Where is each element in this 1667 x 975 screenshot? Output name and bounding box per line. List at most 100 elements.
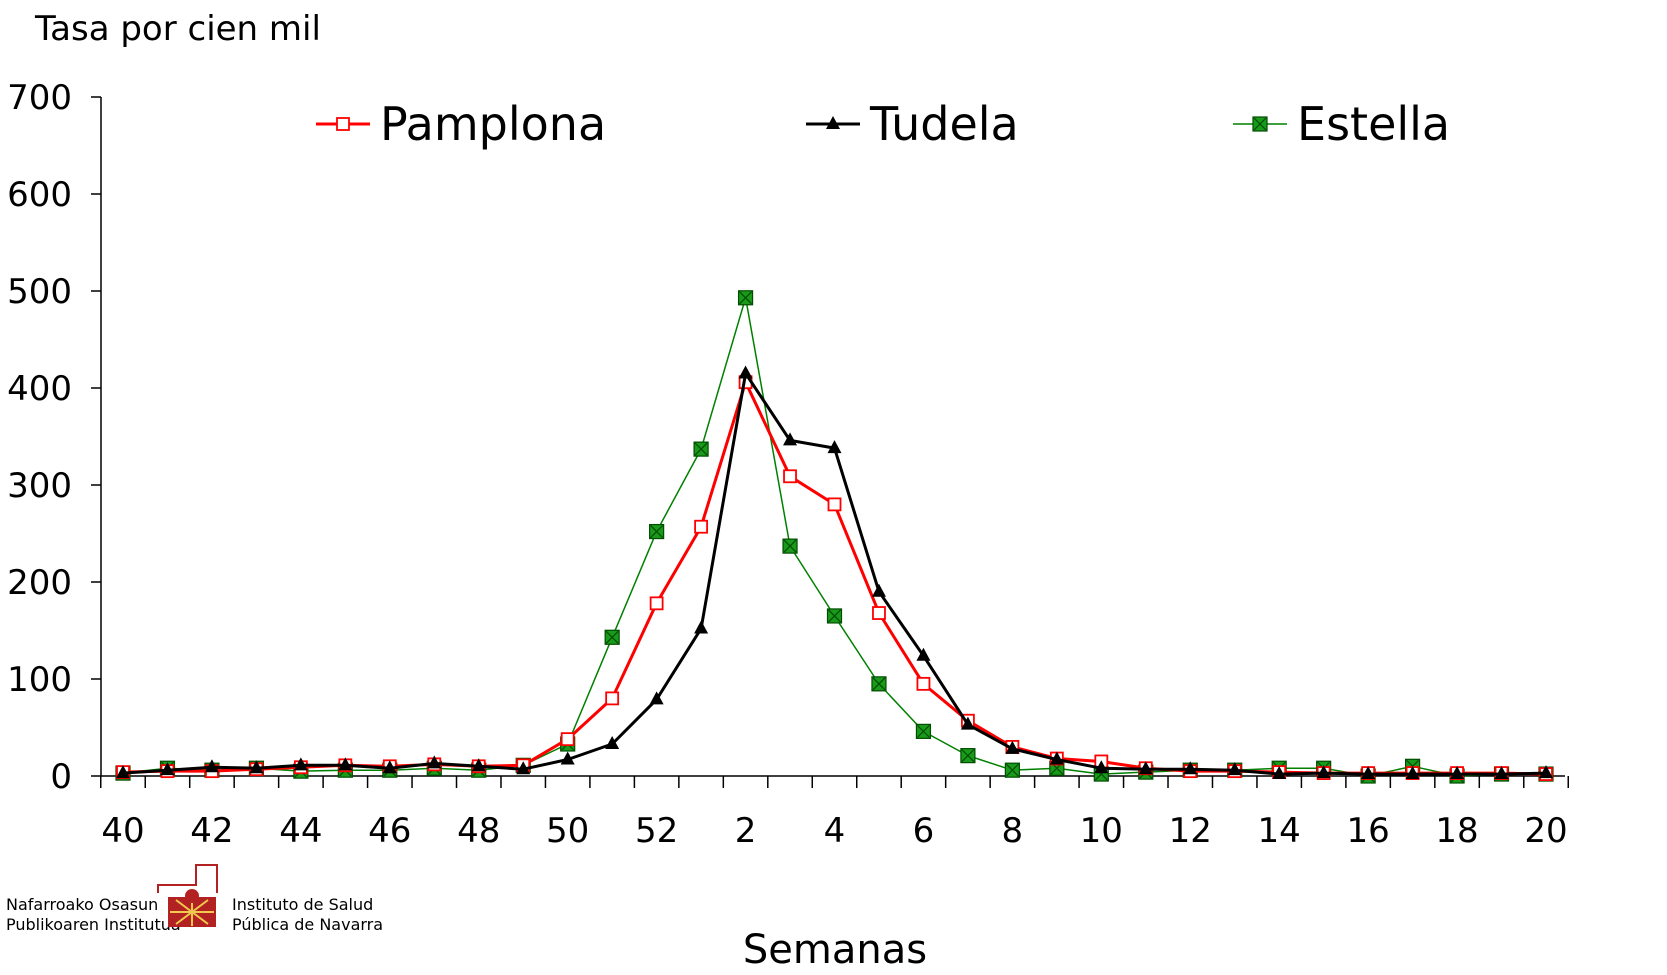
y-tick-label: 300 bbox=[7, 466, 72, 506]
data-point-tudela bbox=[160, 762, 175, 776]
y-axis-title: Tasa por cien mil bbox=[34, 9, 321, 49]
legend-item-estella: Estella bbox=[1233, 97, 1450, 151]
data-point-tudela bbox=[1138, 761, 1153, 775]
marker-cross bbox=[828, 609, 841, 623]
marker-cross bbox=[605, 630, 619, 644]
legend-marker bbox=[826, 116, 840, 129]
data-point-estella bbox=[915, 723, 932, 739]
data-point-tudela bbox=[293, 757, 308, 771]
data-point-tudela bbox=[1539, 765, 1553, 779]
x-tick-label: 10 bbox=[1080, 811, 1123, 851]
x-tick-label: 6 bbox=[913, 811, 935, 851]
marker-cross bbox=[1005, 763, 1019, 777]
x-ticks: 40 42 44 46 48 50 52 2 4 6 8 10 12 14 16 18 20 bbox=[100, 776, 1569, 851]
data-point-tudela bbox=[560, 751, 575, 765]
data-point-tudela bbox=[1494, 766, 1509, 780]
data-point-tudela bbox=[605, 735, 620, 749]
x-tick-label: 48 bbox=[457, 811, 500, 851]
data-point-tudela bbox=[516, 761, 531, 775]
data-point-tudela bbox=[471, 758, 486, 772]
data-point-tudela bbox=[1005, 740, 1020, 754]
x-tick-label: 4 bbox=[824, 811, 846, 851]
legend-label: Estella bbox=[1297, 97, 1450, 151]
logo-text-left-line1: Nafarroako Osasun bbox=[6, 895, 158, 914]
data-point-tudela bbox=[960, 716, 975, 730]
series-line-tudela bbox=[122, 371, 1547, 776]
legend-label: Tudela bbox=[869, 97, 1019, 151]
series-pamplona bbox=[116, 375, 1553, 781]
data-point-tudela bbox=[694, 620, 709, 634]
data-point-tudela bbox=[1094, 760, 1109, 774]
series-estella bbox=[115, 290, 1554, 784]
data-point-tudela bbox=[382, 760, 397, 774]
marker-cross bbox=[1253, 117, 1267, 131]
data-point-pamplona bbox=[694, 519, 708, 534]
data-point-tudela bbox=[1450, 766, 1465, 780]
data-point-tudela bbox=[116, 765, 130, 779]
data-point-tudela bbox=[1183, 761, 1198, 775]
data-point-tudela bbox=[204, 759, 219, 773]
logo-text-right-line2: Pública de Navarra bbox=[232, 915, 383, 934]
data-point-estella bbox=[693, 441, 709, 457]
data-point-tudela bbox=[783, 432, 798, 446]
x-tick-label: 50 bbox=[546, 811, 589, 851]
legend: Pamplona Tudela Estella bbox=[316, 97, 1450, 151]
marker-cross bbox=[650, 525, 664, 538]
x-tick-label: 40 bbox=[101, 811, 144, 851]
data-point-tudela bbox=[427, 755, 442, 769]
data-point-tudela bbox=[916, 647, 931, 661]
series-line-estella bbox=[122, 297, 1546, 777]
x-tick-label: 14 bbox=[1258, 811, 1301, 851]
marker-cross bbox=[783, 539, 797, 553]
y-tick-label: 500 bbox=[7, 272, 72, 312]
data-point-pamplona bbox=[605, 691, 620, 706]
data-point-estella bbox=[737, 290, 754, 306]
logo-frame-icon bbox=[157, 864, 218, 893]
data-point-tudela bbox=[649, 691, 664, 705]
data-point-tudela bbox=[1316, 765, 1331, 779]
marker-cross bbox=[961, 749, 975, 763]
x-axis-title: Semanas bbox=[743, 927, 927, 973]
data-point-tudela bbox=[249, 760, 264, 774]
x-tick-label: 8 bbox=[1002, 811, 1024, 851]
x-tick-label: 46 bbox=[368, 811, 411, 851]
data-point-pamplona bbox=[872, 606, 886, 620]
y-tick-label: 100 bbox=[7, 660, 72, 700]
data-point-estella bbox=[782, 538, 798, 554]
x-tick-label: 18 bbox=[1435, 811, 1478, 851]
logo: Nafarroako Osasun Publikoaren Institutua… bbox=[6, 864, 383, 934]
x-tick-label: 52 bbox=[635, 811, 678, 851]
data-point-pamplona bbox=[916, 676, 931, 691]
data-point-estella bbox=[960, 748, 976, 764]
x-tick-label: 44 bbox=[279, 811, 322, 851]
y-tick-label: 600 bbox=[7, 175, 72, 215]
data-point-pamplona bbox=[827, 497, 842, 512]
legend-item-tudela: Tudela bbox=[806, 97, 1019, 151]
legend-label: Pamplona bbox=[380, 97, 606, 151]
x-tick-label: 2 bbox=[735, 811, 757, 851]
data-point-estella bbox=[649, 523, 665, 540]
y-tick-label: 200 bbox=[7, 563, 72, 603]
logo-text-right-line1: Instituto de Salud bbox=[232, 895, 373, 914]
data-point-tudela bbox=[1272, 766, 1287, 780]
series-layer bbox=[115, 290, 1554, 784]
y-tick-label: 400 bbox=[7, 369, 72, 409]
data-point-pamplona bbox=[560, 732, 575, 747]
data-point-estella bbox=[1004, 762, 1020, 778]
data-point-tudela bbox=[1227, 762, 1242, 776]
marker-cross bbox=[694, 442, 708, 456]
data-point-estella bbox=[826, 608, 843, 624]
data-point-tudela bbox=[338, 757, 353, 771]
marker-cross bbox=[872, 677, 886, 691]
y-tick-label: 700 bbox=[7, 78, 72, 118]
x-tick-label: 16 bbox=[1346, 811, 1389, 851]
y-ticks: 0 100 200 300 400 500 600 700 bbox=[7, 78, 101, 797]
data-point-tudela bbox=[1405, 766, 1420, 780]
marker-cross bbox=[917, 724, 930, 738]
logo-text-left-line2: Publikoaren Institutua bbox=[6, 915, 181, 934]
data-point-estella bbox=[604, 629, 620, 645]
y-tick-label: 0 bbox=[50, 757, 72, 797]
x-tick-label: 12 bbox=[1169, 811, 1212, 851]
data-point-pamplona bbox=[783, 469, 797, 484]
